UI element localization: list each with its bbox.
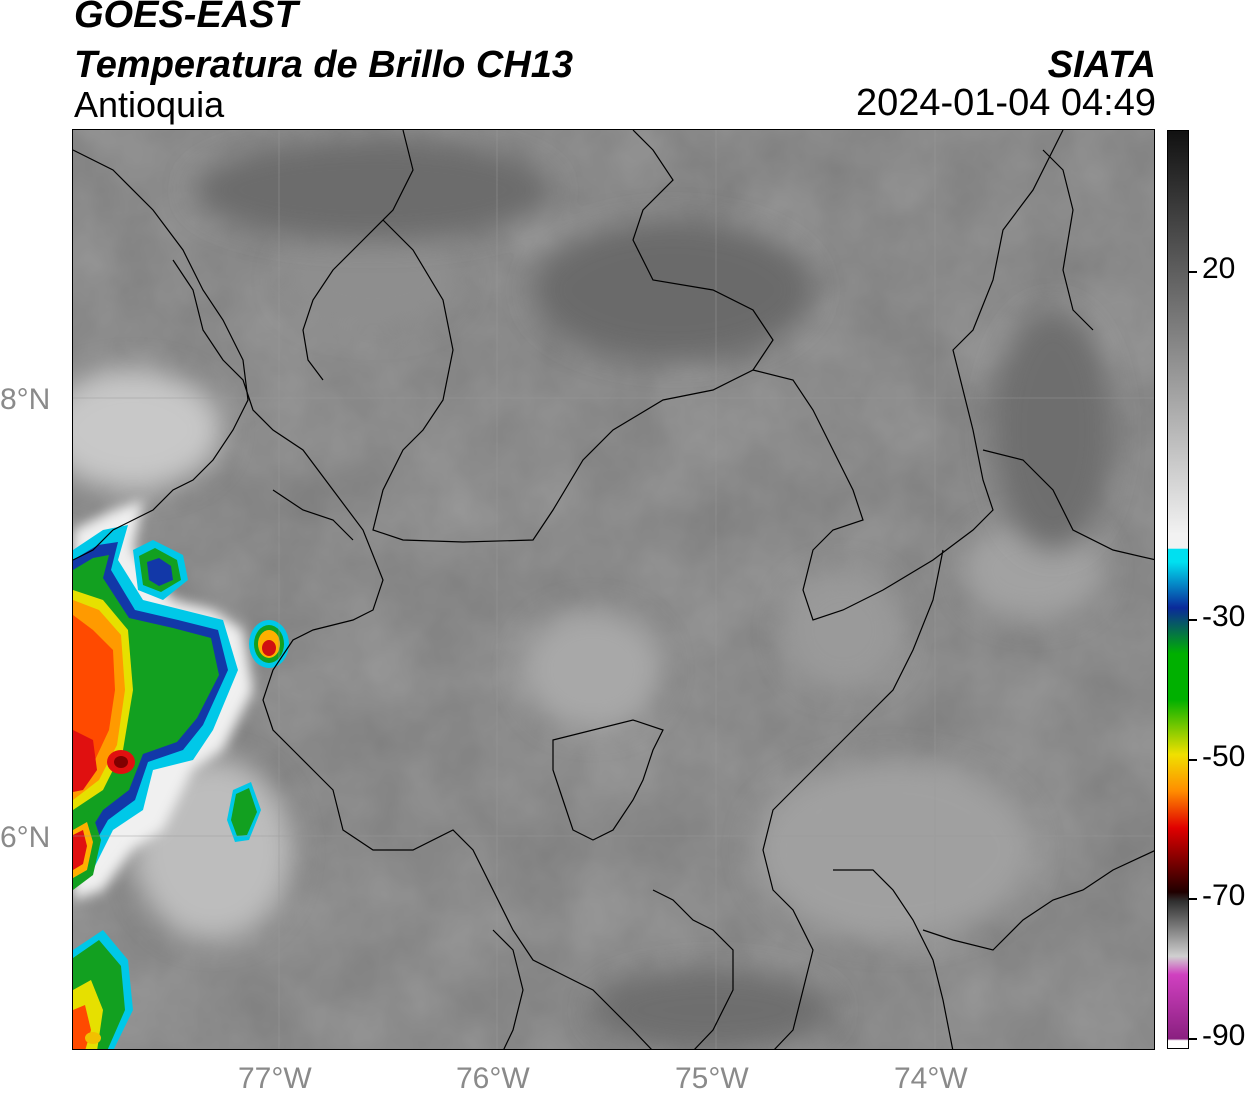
- product-title: Temperatura de Brillo CH13: [74, 44, 574, 86]
- colorbar-label-20: 20: [1202, 252, 1236, 285]
- lon-label-74w: 74°W: [894, 1062, 968, 1095]
- lon-label-77w: 77°W: [238, 1062, 312, 1095]
- storm-cells: [73, 500, 289, 1049]
- lat-label-8n: 8°N: [0, 383, 51, 416]
- colorbar-tick: [1189, 1038, 1197, 1040]
- agency-label: SIATA: [1047, 44, 1156, 86]
- colorbar-label-minus50: -50: [1202, 740, 1246, 773]
- lon-label-76w: 76°W: [456, 1062, 530, 1095]
- satellite-map[interactable]: [72, 129, 1155, 1050]
- colorbar-label-minus30: -30: [1202, 600, 1246, 633]
- colorbar-tick: [1189, 619, 1197, 621]
- colorbar-label-minus70: -70: [1202, 879, 1246, 912]
- colorbar-tick: [1189, 759, 1197, 761]
- colorbar: [1167, 130, 1189, 1049]
- colorbar-tick: [1189, 271, 1197, 273]
- lon-label-75w: 75°W: [675, 1062, 749, 1095]
- timestamp-label: 2024-01-04 04:49: [855, 82, 1156, 124]
- borders: [73, 130, 1154, 1049]
- dark-regions: [193, 140, 1113, 1049]
- colorbar-tick: [1189, 898, 1197, 900]
- colorbar-label-minus90: -90: [1202, 1019, 1246, 1052]
- satellite-title: GOES-EAST: [74, 0, 298, 36]
- region-subtitle: Antioquia: [74, 84, 225, 125]
- lat-label-6n: 6°N: [0, 821, 51, 854]
